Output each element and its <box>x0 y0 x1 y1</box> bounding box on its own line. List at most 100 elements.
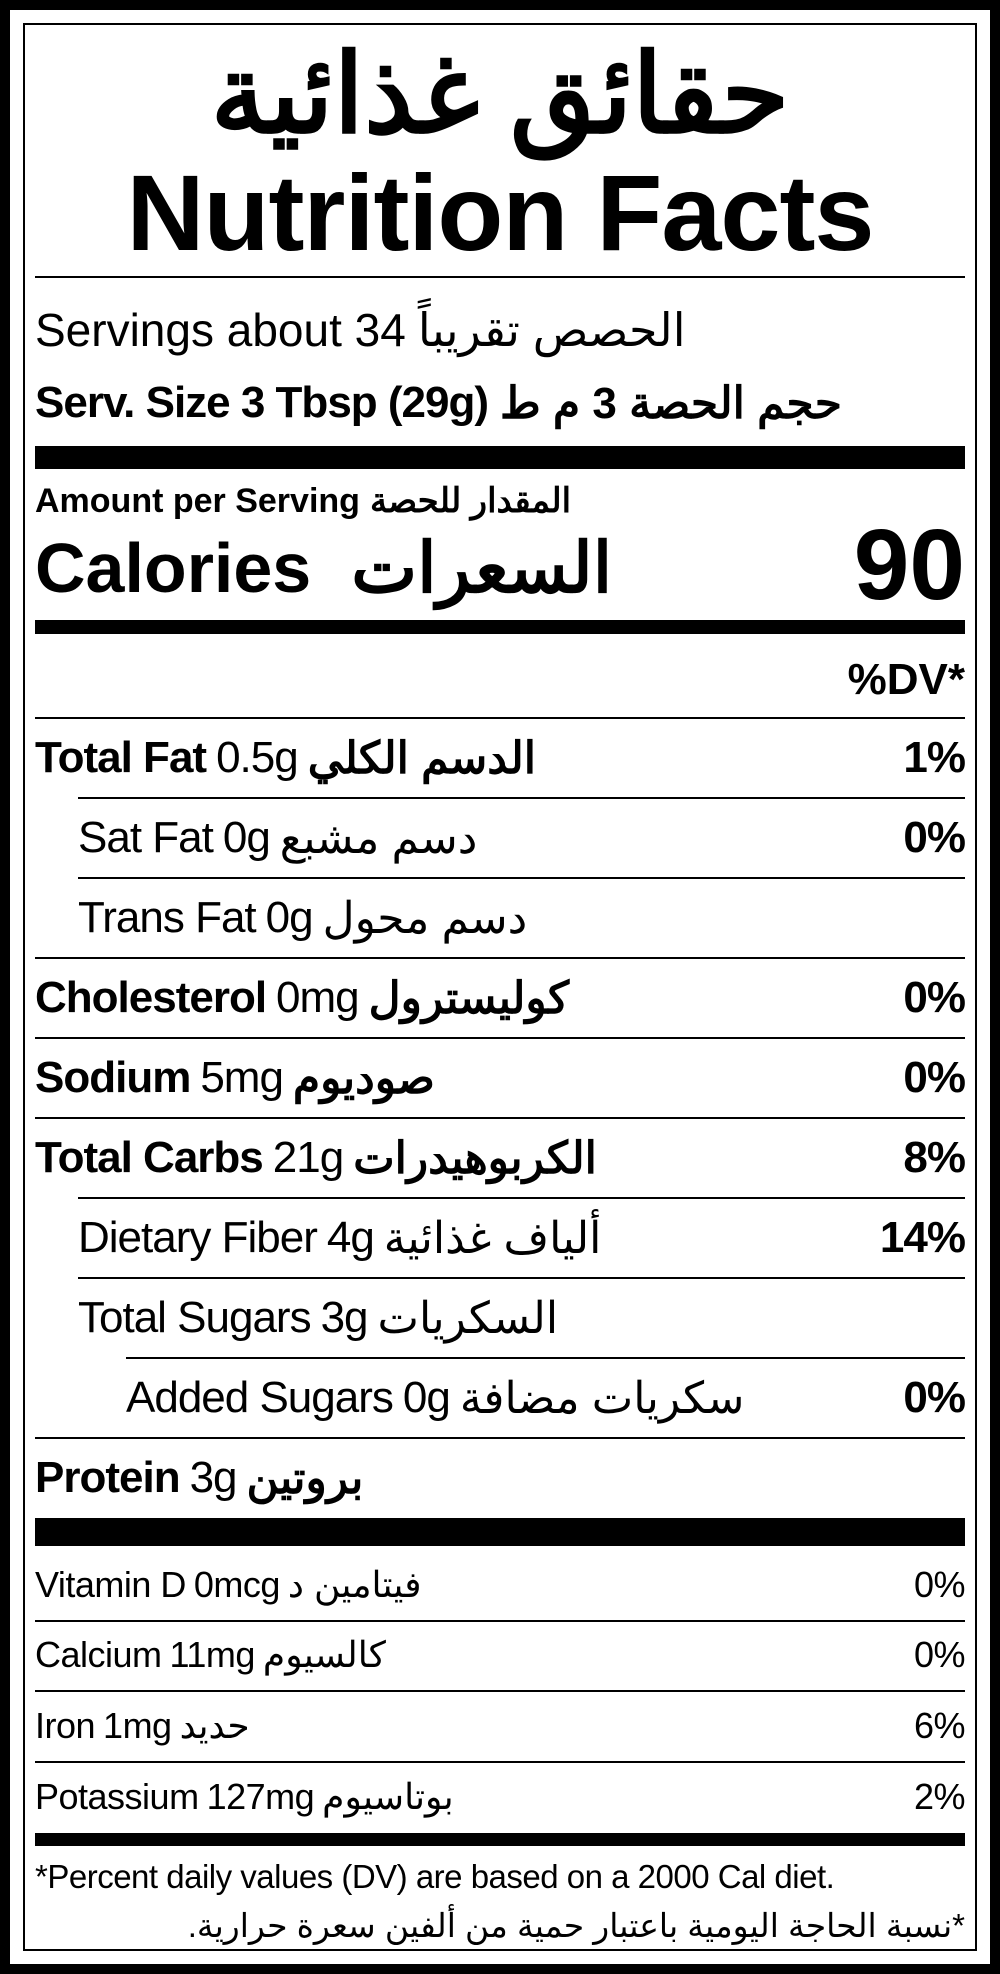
nutrient-name: Dietary Fiber <box>78 1213 318 1262</box>
thick-divider <box>35 1518 965 1546</box>
label-inner-border <box>23 23 977 1951</box>
nutrient-label: Sodium 5mg صوديوم <box>35 1053 903 1104</box>
nutrient-amount: 0g <box>222 813 271 862</box>
nutrient-row: Total Fat 0.5g الدسم الكلي 1% <box>35 718 966 798</box>
nutrient-name-ar: دسم مشبع <box>279 813 478 863</box>
nutrient-label: Trans Fat 0g دسم محول <box>78 893 965 944</box>
nutrient-name-ar: السكريات <box>377 1293 560 1343</box>
vitamin-name-ar: كالسيوم <box>262 1634 386 1675</box>
nutrient-amount: 0g <box>402 1373 451 1422</box>
vitamin-row: Vitamin D 0mcg فيتامين د 0% <box>35 1550 966 1620</box>
nutrient-name: Total Sugars <box>78 1293 312 1342</box>
nutrient-amount: 5mg <box>200 1053 284 1102</box>
nutrient-name: Added Sugars <box>126 1373 394 1422</box>
nutrient-name: Cholesterol <box>35 973 267 1022</box>
nutrient-name-ar: الدسم الكلي <box>307 733 537 783</box>
title-arabic: حقائق غذائية <box>210 33 790 156</box>
nutrient-row: Added Sugars 0g سكريات مضافة 0% <box>126 1358 966 1438</box>
nutrient-amount: 4g <box>326 1213 375 1262</box>
nutrient-label: Total Carbs 21g الكربوهيدرات <box>35 1133 903 1184</box>
vitamin-name-ar: حديد <box>179 1705 251 1746</box>
vitamin-row: Calcium 11mg كالسيوم 0% <box>35 1620 966 1690</box>
nutrient-dv: 14% <box>879 1213 966 1262</box>
vitamin-label: Vitamin D 0mcg فيتامين د <box>35 1564 914 1606</box>
nutrient-dv: 0% <box>903 1373 966 1422</box>
nutrient-name-ar: سكريات مضافة <box>459 1373 745 1423</box>
nutrient-label: Total Fat 0.5g الدسم الكلي <box>35 733 903 784</box>
vitamin-name: Calcium <box>35 1634 162 1675</box>
vitamin-dv: 0% <box>913 1564 966 1605</box>
nutrient-name: Sat Fat <box>78 813 214 862</box>
dv-header: %DV* <box>847 655 965 704</box>
divider <box>126 1357 965 1359</box>
nutrient-row: Protein 3g بروتين <box>35 1438 965 1518</box>
nutrient-label: Dietary Fiber 4g ألياف غذائية <box>78 1213 880 1264</box>
amount-ar: المقدار للحصة <box>369 482 572 520</box>
amount-en: Amount per Serving <box>35 481 360 520</box>
divider <box>78 797 965 799</box>
nutrient-row: Trans Fat 0g دسم محول <box>78 878 965 958</box>
nutrient-label: Total Sugars 3g السكريات <box>78 1293 965 1344</box>
nutrient-label: Added Sugars 0g سكريات مضافة <box>126 1373 903 1424</box>
nutrient-name-ar: كوليسترول <box>368 973 570 1023</box>
servings-en: Servings about 34 <box>35 304 406 356</box>
nutrient-dv: 0% <box>903 813 966 862</box>
title-english: Nutrition Facts <box>126 152 874 273</box>
calories-line: Calories السعرات <box>35 525 965 610</box>
nutrient-name: Total Carbs <box>35 1133 264 1182</box>
vitamin-amount: 0mcg <box>193 1564 281 1605</box>
vitamin-amount: 11mg <box>169 1634 256 1675</box>
nutrient-name: Total Fat <box>35 733 207 782</box>
nutrient-dv: 1% <box>903 733 966 782</box>
amount-per-serving: Amount per Serving المقدار للحصة <box>35 480 965 522</box>
nutrient-name: Protein <box>35 1453 181 1502</box>
nutrient-name-ar: صوديوم <box>292 1053 436 1103</box>
calories-label-ar: السعرات <box>351 528 613 607</box>
divider <box>35 1690 965 1692</box>
serving-size-en: Serv. Size 3 Tbsp (29g) <box>35 378 489 427</box>
thick-divider <box>35 1833 965 1846</box>
nutrient-row: Total Carbs 21g الكربوهيدرات 8% <box>35 1118 966 1198</box>
divider <box>78 877 965 879</box>
nutrient-amount: 21g <box>272 1133 344 1182</box>
nutrient-row: Sat Fat 0g دسم مشبع 0% <box>78 798 966 878</box>
nutrient-row: Cholesterol 0mg كوليسترول 0% <box>35 958 966 1038</box>
divider <box>35 1761 965 1763</box>
vitamin-name: Iron <box>35 1705 96 1746</box>
divider <box>78 1277 965 1279</box>
vitamin-label: Iron 1mg حديد <box>35 1705 914 1747</box>
nutrient-name-ar: دسم محول <box>322 893 529 943</box>
vitamin-name-ar: بوتاسيوم <box>322 1776 454 1817</box>
divider <box>35 1037 965 1039</box>
nutrient-row: Total Sugars 3g السكريات <box>78 1278 965 1358</box>
nutrient-dv: 0% <box>903 973 966 1022</box>
nutrient-label: Sat Fat 0g دسم مشبع <box>78 813 903 864</box>
nutrient-amount: 3g <box>320 1293 369 1342</box>
vitamin-name: Vitamin D <box>35 1564 186 1605</box>
divider <box>35 276 965 278</box>
servings-ar: الحصص تقريباً <box>417 304 686 356</box>
footnote-en: *Percent daily values (DV) are based on … <box>35 1858 835 1895</box>
nutrient-amount: 0g <box>265 893 314 942</box>
divider <box>35 1620 965 1622</box>
nutrient-name: Trans Fat <box>78 893 257 942</box>
vitamin-dv: 2% <box>913 1776 966 1817</box>
vitamin-row: Potassium 127mg بوتاسيوم 2% <box>35 1762 966 1832</box>
nutrient-dv: 8% <box>903 1133 966 1182</box>
nutrient-row: Sodium 5mg صوديوم 0% <box>35 1038 966 1118</box>
divider <box>35 717 965 719</box>
nutrient-name-ar: ألياف غذائية <box>383 1213 603 1263</box>
footnote-ar: *نسبة الحاجة اليومية باعتبار حمية من ألف… <box>187 1906 965 1944</box>
nutrient-dv: 0% <box>903 1053 966 1102</box>
vitamin-amount: 1mg <box>103 1705 172 1746</box>
calories-value: 90 <box>853 509 965 621</box>
nutrient-name-ar: بروتين <box>246 1453 365 1503</box>
nutrient-name: Sodium <box>35 1053 191 1102</box>
nutrient-amount: 3g <box>189 1453 238 1502</box>
thick-divider <box>35 446 965 469</box>
vitamin-label: Calcium 11mg كالسيوم <box>35 1634 914 1676</box>
vitamin-amount: 127mg <box>206 1776 315 1817</box>
vitamin-dv: 6% <box>913 1705 966 1746</box>
divider <box>78 1197 965 1199</box>
divider <box>35 1117 965 1119</box>
